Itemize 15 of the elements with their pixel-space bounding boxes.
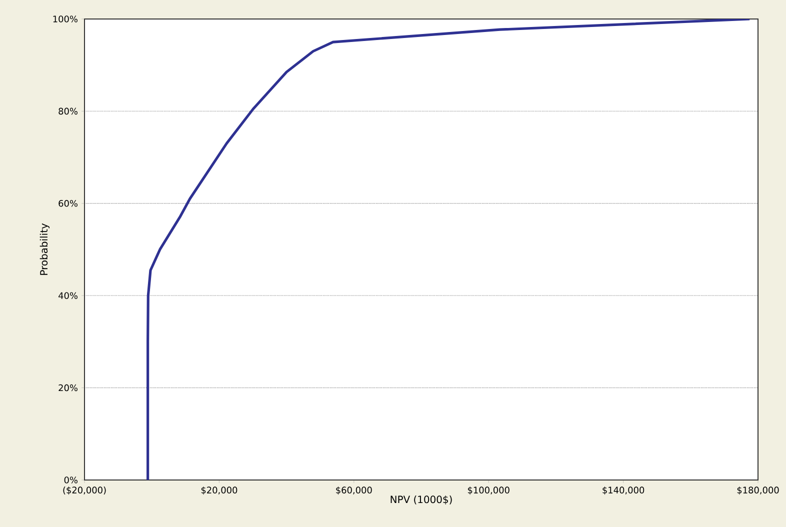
y-tick-label: 20% (58, 384, 78, 392)
x-tick-label: $60,000 (336, 486, 372, 495)
x-tick-label: $20,000 (201, 486, 238, 495)
y-tick-label: 80% (58, 108, 78, 115)
y-tick-label: 40% (58, 292, 78, 299)
x-tick-label: $180,000 (737, 486, 779, 495)
y-axis-title: Probability (40, 223, 50, 275)
x-tick-label: $100,000 (468, 486, 510, 495)
x-tick-label: $140,000 (602, 486, 644, 495)
x-axis-title: NPV (1000$) (390, 495, 452, 505)
y-tick-label: 60% (58, 200, 78, 207)
y-tick-label: 100% (53, 16, 78, 22)
x-tick-label: ($20,000) (63, 486, 106, 495)
y-tick-label: 0% (64, 476, 78, 484)
line-series (146, 18, 751, 480)
